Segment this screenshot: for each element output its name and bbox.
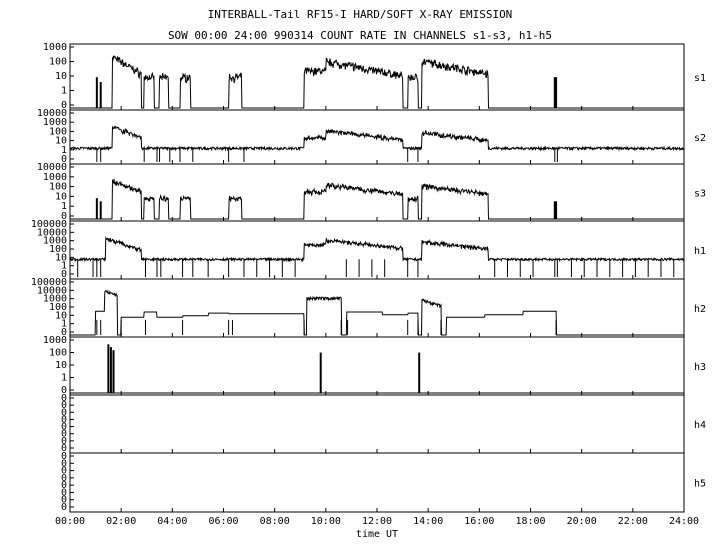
series-line-h2 <box>70 289 684 336</box>
y-tick-s1: 1000 <box>43 42 67 53</box>
series-line-s3 <box>70 179 684 220</box>
y-tick-h5: 0 <box>61 473 67 484</box>
panel-frame-h5 <box>69 452 685 513</box>
x-tick-label: 04:00 <box>157 516 187 527</box>
y-tick-s2: 10000 <box>37 108 67 119</box>
panel-label-s2: s2 <box>694 133 706 144</box>
y-tick-s2: 100 <box>49 126 67 137</box>
y-tick-h4: 0 <box>61 414 67 425</box>
x-tick-label: 24:00 <box>669 516 699 527</box>
x-tick-label: 20:00 <box>567 516 597 527</box>
y-tick-h5: 0 <box>61 466 67 477</box>
x-tick-label: 16:00 <box>464 516 494 527</box>
y-tick-h1: 100 <box>49 244 67 255</box>
panel-label-h3: h3 <box>694 362 706 373</box>
y-tick-s3: 10 <box>55 191 67 202</box>
x-tick-label: 22:00 <box>618 516 648 527</box>
y-tick-s3: 1 <box>61 201 67 212</box>
y-tick-h2: 1 <box>61 319 67 330</box>
y-tick-h1: 0 <box>61 269 67 280</box>
panel-frame-h4 <box>69 394 685 454</box>
y-tick-h2: 100000 <box>31 277 67 288</box>
y-tick-s1: 100 <box>49 57 67 68</box>
y-tick-h5: 0 <box>61 451 67 462</box>
y-tick-h3: 1 <box>61 373 67 384</box>
y-tick-s1: 0 <box>61 100 67 111</box>
y-tick-h3: 100 <box>49 348 67 359</box>
y-tick-h4: 0 <box>61 393 67 404</box>
y-tick-h3: 1000 <box>43 335 67 346</box>
y-tick-h5: 0 <box>61 480 67 491</box>
y-tick-s2: 10 <box>55 136 67 147</box>
y-tick-s1: 1 <box>61 86 67 97</box>
y-tick-h1: 100000 <box>31 219 67 230</box>
y-tick-h4: 0 <box>61 422 67 433</box>
panel-label-s1: s1 <box>694 73 706 84</box>
chart-subtitle: SOW 00:00 24:00 990314 COUNT RATE IN CHA… <box>167 29 553 42</box>
panel-label-s3: s3 <box>694 189 706 200</box>
y-tick-h2: 0 <box>61 327 67 338</box>
y-tick-h1: 1000 <box>43 236 67 247</box>
panel-frame-h3 <box>69 336 685 396</box>
y-tick-h2: 100 <box>49 302 67 313</box>
x-axis-label: time UT <box>356 529 398 540</box>
y-tick-s2: 1 <box>61 145 67 156</box>
x-tick-label: 08:00 <box>260 516 290 527</box>
y-tick-h2: 1000 <box>43 294 67 305</box>
x-tick-label: 18:00 <box>515 516 545 527</box>
y-tick-h1: 10 <box>55 252 67 263</box>
y-tick-h4: 0 <box>61 400 67 411</box>
y-tick-s3: 0 <box>61 211 67 222</box>
y-tick-s3: 10000 <box>37 162 67 173</box>
y-tick-h2: 10 <box>55 310 67 321</box>
series-line-s1 <box>70 55 684 109</box>
x-tick-label: 02:00 <box>106 516 136 527</box>
y-tick-s2: 0 <box>61 154 67 165</box>
y-tick-h2: 10000 <box>37 285 67 296</box>
panel-label-h5: h5 <box>694 479 706 490</box>
y-tick-h5: 0 <box>61 487 67 498</box>
series-line-h1 <box>69 235 685 263</box>
y-tick-h5: 0 <box>61 495 67 506</box>
x-tick-label: 14:00 <box>413 516 443 527</box>
y-tick-s2: 1000 <box>43 117 67 128</box>
y-tick-h3: 0 <box>61 385 67 396</box>
panel-frame-s3 <box>69 163 685 222</box>
y-tick-h4: 0 <box>61 429 67 440</box>
y-tick-h4: 0 <box>61 407 67 418</box>
panel-frame-h2 <box>69 278 685 338</box>
series-line-s2 <box>69 125 685 152</box>
x-tick-label: 12:00 <box>362 516 392 527</box>
y-tick-s3: 1000 <box>43 172 67 183</box>
y-tick-h5: 0 <box>61 502 67 513</box>
y-tick-h4: 0 <box>61 436 67 447</box>
panel-frame-h1 <box>69 220 685 280</box>
y-tick-s1: 10 <box>55 71 67 82</box>
panel-label-h4: h4 <box>694 420 706 431</box>
panel-label-h1: h1 <box>694 246 706 257</box>
x-tick-label: 00:00 <box>55 516 85 527</box>
panel-label-h2: h2 <box>694 304 706 315</box>
y-tick-h1: 1 <box>61 261 67 272</box>
y-tick-h4: 0 <box>61 443 67 454</box>
chart-title: INTERBALL-Tail RF15-I HARD/SOFT X-RAY EM… <box>207 8 513 21</box>
x-tick-label: 10:00 <box>311 516 341 527</box>
x-tick-label: 06:00 <box>208 516 238 527</box>
y-tick-h1: 10000 <box>37 227 67 238</box>
y-tick-h3: 10 <box>55 360 67 371</box>
y-tick-s3: 100 <box>49 182 67 193</box>
y-tick-h5: 0 <box>61 458 67 469</box>
